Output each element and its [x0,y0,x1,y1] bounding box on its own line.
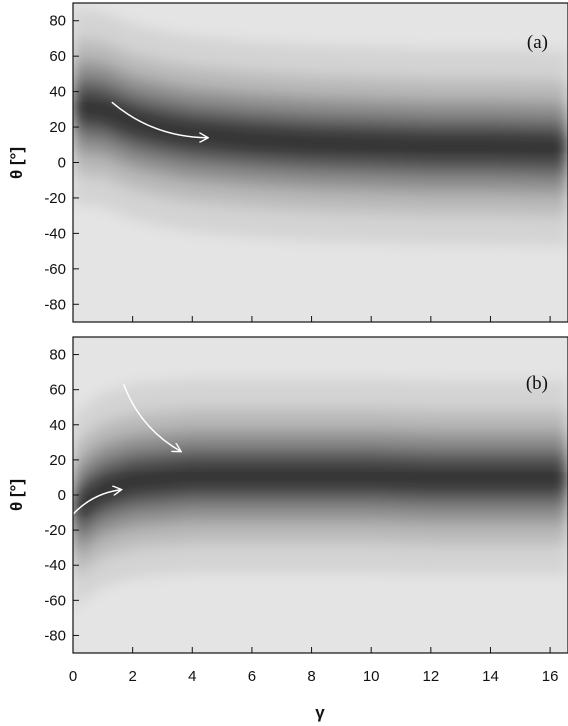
x-tick-label: 16 [542,668,559,685]
annotation-arrow [122,384,181,451]
y-tick-label: -40 [44,225,66,242]
y-tick-label: -40 [44,557,66,574]
x-axis-label: γ [315,703,325,722]
panel-label-a: (a) [527,32,548,53]
density-bands [73,8,568,246]
y-tick-label: 40 [49,417,66,434]
y-tick-label: 80 [49,347,66,364]
y-axis-label-a: θ [°] [7,147,26,179]
noise-overlay [73,3,568,322]
panel-b: 80 60 40 20 0 -20 -40 -60 -80 0 2 4 6 8 10 12 14 16 (b) [44,336,568,685]
annotation-arrow [72,490,121,515]
y-tick-label: 60 [49,382,66,399]
y-tick-label: 20 [49,452,66,469]
x-tick-label: 6 [248,668,256,685]
x-tick-label: 4 [188,668,196,685]
ridge-line [73,102,568,152]
x-tick-label: 12 [422,668,439,685]
noise-overlay [73,337,568,653]
y-tick-label: 0 [58,487,66,504]
y-tick-label: 40 [49,84,66,101]
y-tick-label: -80 [44,296,66,313]
y-tick-label: 80 [49,13,66,30]
axis-labels: γ θ [°] θ [°] [7,147,325,722]
y-tick-label: -20 [44,522,66,539]
ridge-line [73,472,568,515]
y-axis-label-b: θ [°] [7,479,26,511]
y-tick-label: -20 [44,190,66,207]
y-tick-label: -80 [44,627,66,644]
y-tick-label: 20 [49,119,66,136]
y-tick-label: 0 [58,155,66,172]
x-tick-label: 14 [482,668,499,685]
annotation-arrow [111,101,207,138]
y-tick-label: 60 [49,48,66,65]
x-tick-label: 2 [128,668,136,685]
x-tick-label: 8 [307,668,315,685]
plot-area-b [73,337,568,653]
x-tick-label: 10 [363,668,380,685]
panel-a: 80 60 40 20 0 -20 -40 -60 -80 (a) [44,2,568,323]
panel-label-b: (b) [526,373,548,394]
plot-area-a [73,3,568,322]
y-tick-label: -60 [44,592,66,609]
x-tick-label: 0 [69,668,77,685]
y-tick-label: -60 [44,261,66,278]
